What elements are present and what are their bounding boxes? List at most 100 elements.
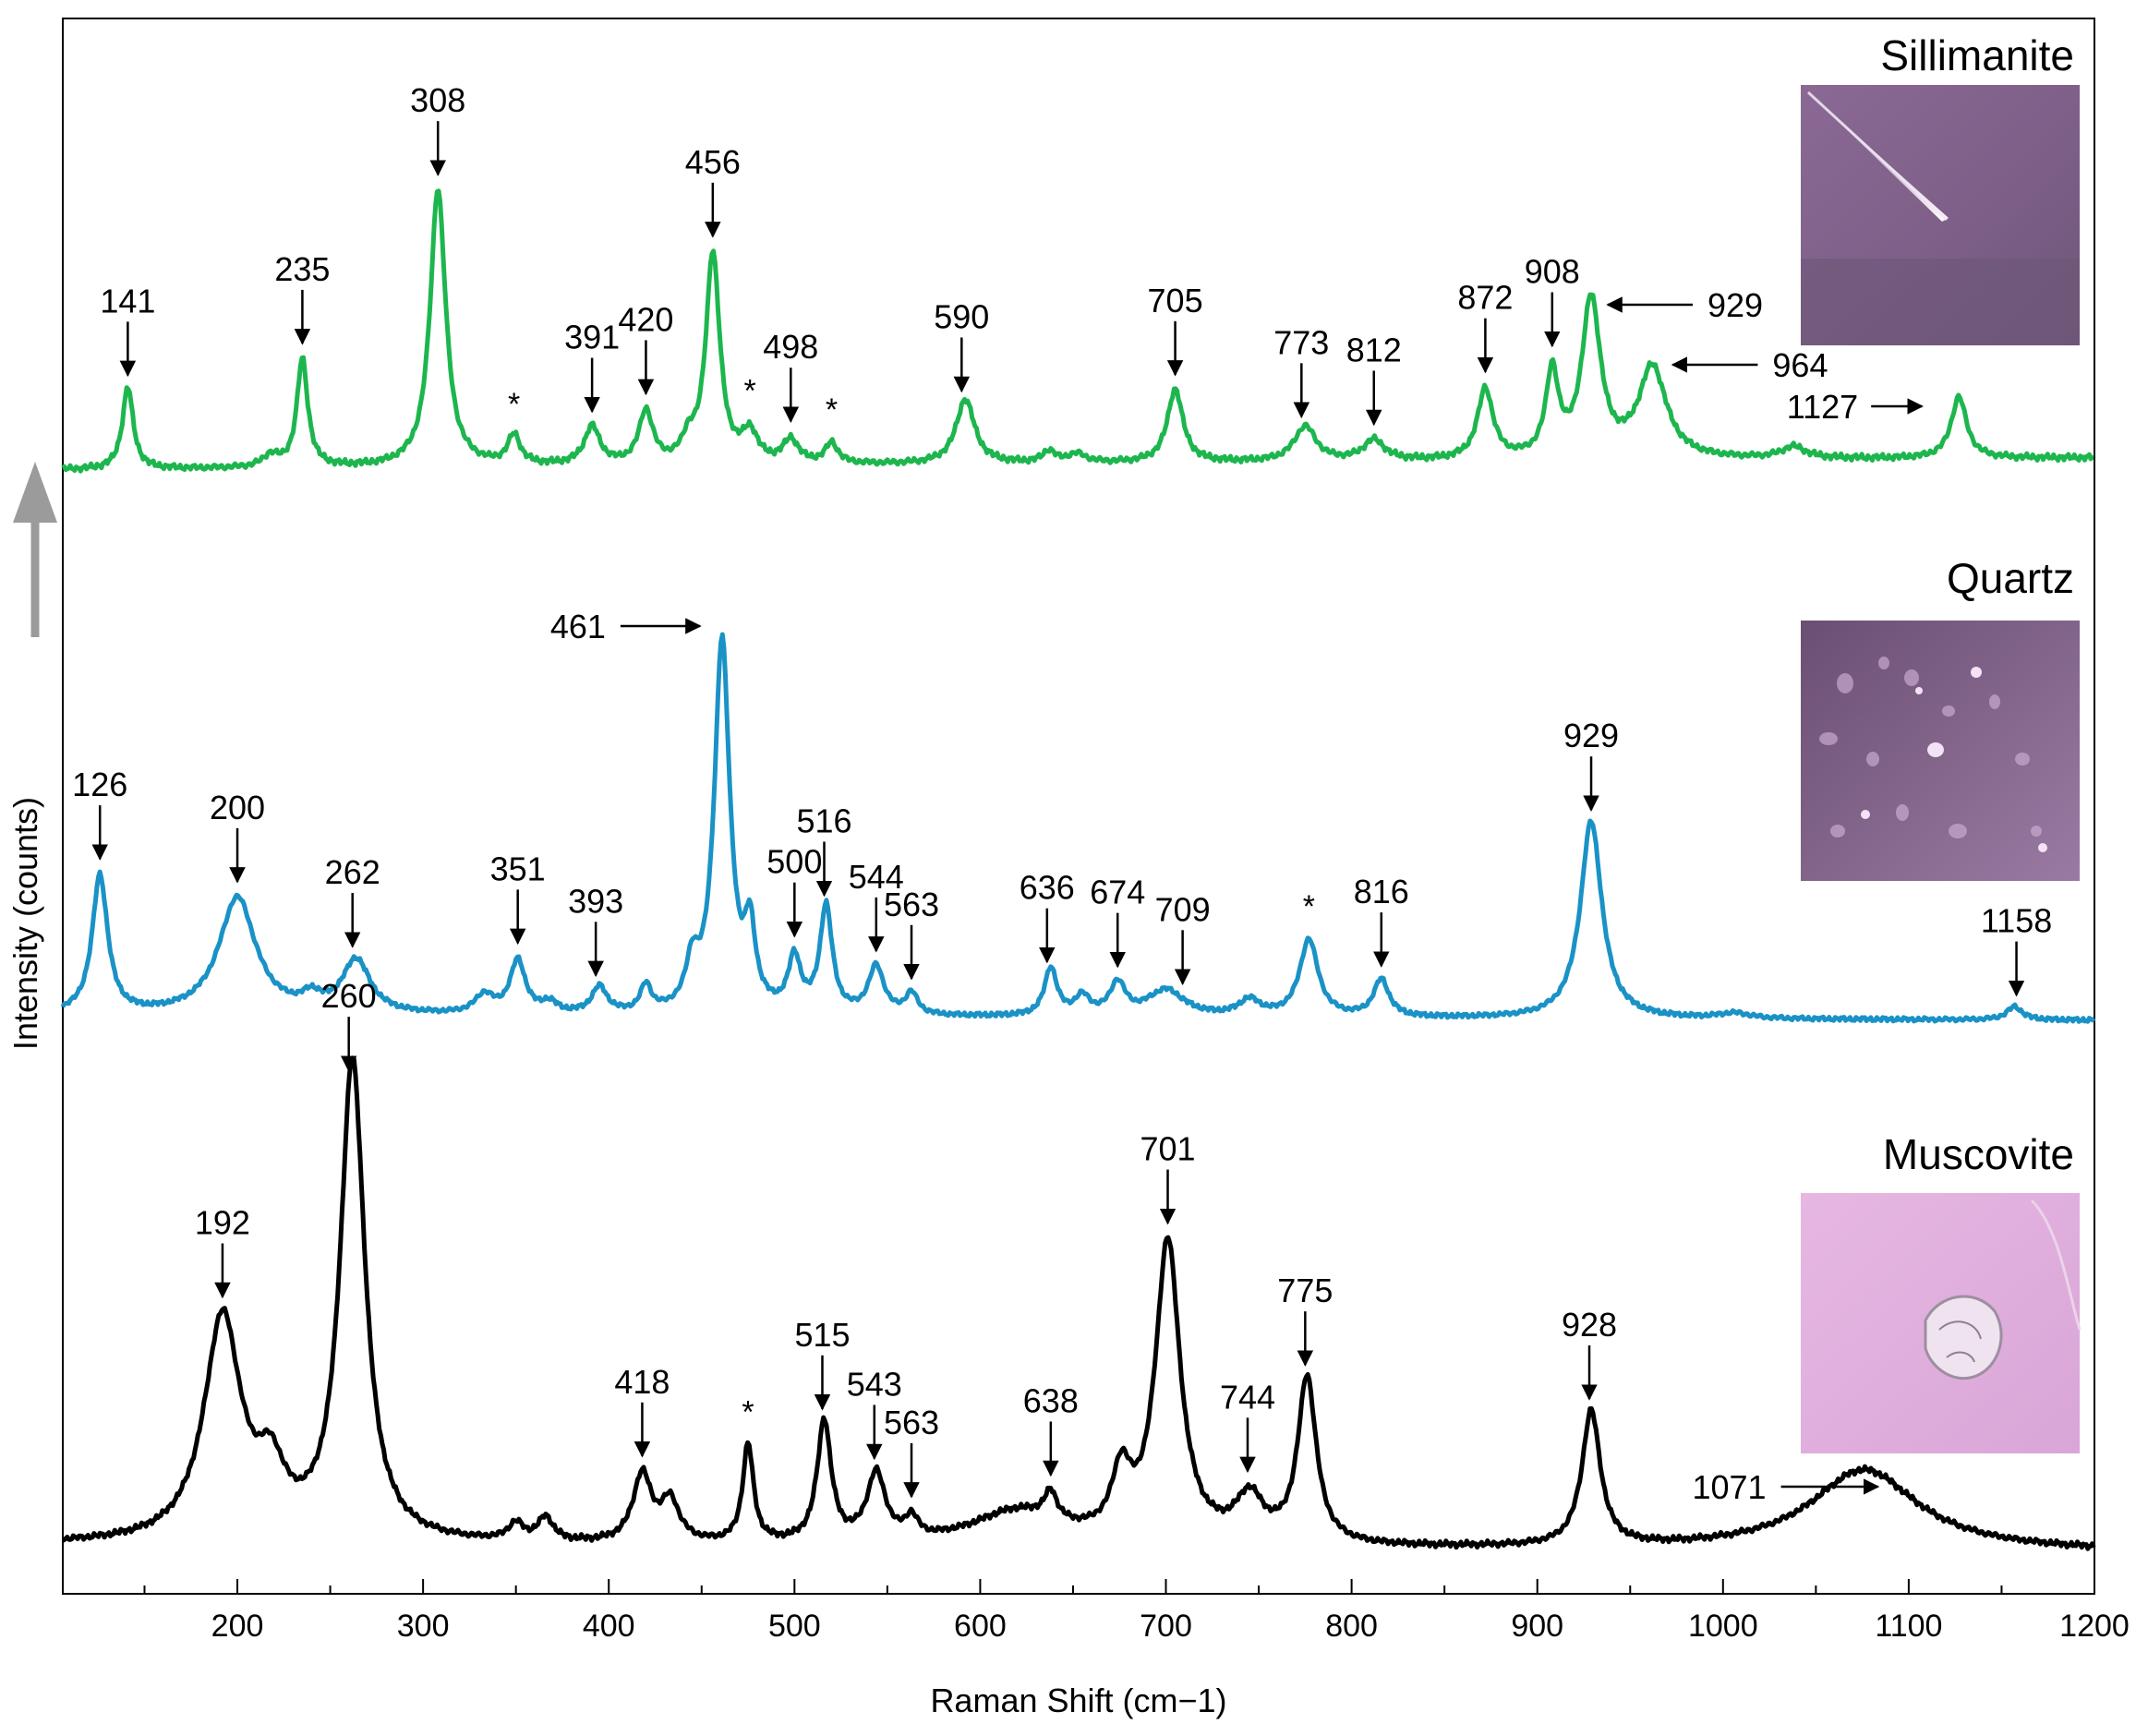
x-tick-label: 400	[583, 1609, 635, 1644]
peak-value: 262	[325, 853, 380, 891]
peak-label-muscovite-192: 192	[195, 1203, 250, 1299]
peak-label-muscovite-928: 928	[1562, 1306, 1617, 1401]
peak-label-sillimanite-929: 929	[1606, 286, 1763, 324]
peak-value: 773	[1273, 323, 1329, 361]
peak-label-sillimanite-1127: 1127	[1787, 388, 1924, 426]
peak-value: 351	[490, 850, 546, 887]
peak-label-muscovite-563: 563	[884, 1404, 939, 1499]
x-tick-label: 1200	[2059, 1609, 2130, 1644]
peak-label-quartz-artifact-777: *	[1303, 889, 1315, 924]
peak-value: 674	[1090, 874, 1145, 911]
peak-value: 744	[1220, 1378, 1275, 1416]
peak-value: 636	[1020, 869, 1075, 907]
peak-label-muscovite-543: 543	[847, 1365, 902, 1461]
peak-value: 515	[794, 1316, 850, 1354]
peak-value: 543	[847, 1365, 902, 1403]
peak-label-muscovite-418: 418	[614, 1363, 670, 1458]
artifact-asterisk: *	[1303, 889, 1315, 924]
peak-label-sillimanite-456: 456	[685, 143, 741, 238]
peak-value: 590	[934, 297, 989, 335]
x-tick-label: 300	[397, 1609, 450, 1644]
peak-value: 260	[321, 977, 377, 1015]
spectrum-line-muscovite	[61, 1055, 2096, 1551]
x-tick-label: 600	[954, 1609, 1007, 1644]
series-title-muscovite: Muscovite	[1883, 1130, 2074, 1178]
spectrum-line-quartz	[60, 632, 2096, 1024]
peak-label-quartz-262: 262	[325, 853, 380, 948]
peak-value: 872	[1457, 279, 1513, 317]
peak-label-muscovite-1071: 1071	[1692, 1468, 1880, 1506]
x-tick-label: 1000	[1688, 1609, 1758, 1644]
peak-label-sillimanite-872: 872	[1457, 279, 1513, 374]
peak-value: 563	[884, 1404, 939, 1441]
peak-value: 701	[1140, 1130, 1195, 1168]
x-tick-label: 200	[211, 1609, 264, 1644]
peak-value: 461	[550, 608, 606, 645]
peak-label-muscovite-701: 701	[1140, 1130, 1196, 1225]
peak-label-muscovite-775: 775	[1277, 1272, 1333, 1367]
peak-label-quartz-126: 126	[72, 766, 127, 861]
series-title-quartz: Quartz	[1947, 554, 2074, 602]
peak-label-sillimanite-artifact-349: *	[508, 387, 520, 422]
peak-label-sillimanite-391: 391	[564, 319, 620, 414]
peak-value: 563	[884, 886, 939, 923]
peak-value: 775	[1277, 1272, 1333, 1309]
peak-value: 391	[564, 319, 620, 356]
peak-value: 192	[195, 1203, 250, 1241]
peak-label-muscovite-515: 515	[794, 1316, 851, 1411]
peak-label-quartz-709: 709	[1155, 890, 1211, 986]
peak-label-muscovite-260: 260	[321, 977, 377, 1072]
peak-value: 709	[1155, 890, 1211, 928]
x-axis-label: Raman Shift (cm−1)	[930, 1682, 1226, 1719]
peak-label-quartz-393: 393	[568, 882, 623, 978]
x-tick-label: 700	[1140, 1609, 1192, 1644]
x-tick-label: 800	[1325, 1609, 1378, 1644]
peak-value: 418	[614, 1363, 670, 1401]
peak-label-sillimanite-308: 308	[410, 81, 465, 176]
series-title-sillimanite: Sillimanite	[1880, 31, 2074, 79]
peak-value: 500	[766, 843, 822, 881]
artifact-asterisk: *	[508, 387, 520, 422]
peak-label-sillimanite-235: 235	[274, 250, 330, 345]
peak-label-quartz-929: 929	[1563, 717, 1619, 812]
peak-label-sillimanite-964: 964	[1671, 346, 1828, 384]
peak-label-sillimanite-705: 705	[1148, 282, 1203, 377]
peak-value: 544	[849, 858, 904, 896]
peak-label-muscovite-744: 744	[1220, 1378, 1275, 1474]
peak-value: 908	[1525, 253, 1580, 291]
peak-value: 928	[1562, 1306, 1617, 1344]
peak-value: 200	[210, 789, 265, 826]
spectrum-line-sillimanite	[61, 188, 2095, 474]
peak-label-sillimanite-artifact-476: *	[743, 374, 755, 409]
peak-label-sillimanite-artifact-520: *	[826, 392, 838, 428]
peak-value: 141	[100, 282, 155, 319]
quartz-micrograph	[1801, 621, 2080, 881]
peak-label-quartz-200: 200	[210, 789, 265, 884]
peak-value: 393	[568, 882, 623, 920]
peak-label-sillimanite-498: 498	[763, 328, 818, 423]
muscovite-micrograph	[1801, 1193, 2082, 1453]
peak-label-sillimanite-773: 773	[1273, 323, 1329, 419]
peak-value: 420	[618, 300, 673, 338]
peak-label-quartz-516: 516	[796, 802, 852, 898]
plot-frame	[62, 18, 2095, 1595]
peak-label-quartz-351: 351	[490, 850, 546, 946]
peak-value: 498	[763, 328, 818, 366]
peak-label-quartz-816: 816	[1354, 873, 1409, 968]
peak-label-quartz-544: 544	[849, 858, 904, 953]
peak-value: 1127	[1787, 388, 1858, 426]
peak-label-quartz-674: 674	[1090, 874, 1145, 969]
artifact-asterisk: *	[826, 392, 838, 428]
peak-value: 816	[1354, 873, 1409, 910]
peak-value: 1158	[1981, 902, 2052, 940]
x-tick-label: 1100	[1875, 1609, 1942, 1644]
peak-value: 929	[1563, 717, 1619, 754]
peak-value: 638	[1023, 1381, 1079, 1419]
x-tick-label: 900	[1511, 1609, 1563, 1644]
peak-label-muscovite-638: 638	[1023, 1381, 1079, 1477]
peak-value: 308	[410, 81, 465, 119]
peak-label-sillimanite-590: 590	[934, 297, 989, 393]
artifact-asterisk: *	[743, 374, 755, 409]
peak-value: 1071	[1692, 1468, 1766, 1506]
peak-label-quartz-1158: 1158	[1981, 902, 2052, 997]
